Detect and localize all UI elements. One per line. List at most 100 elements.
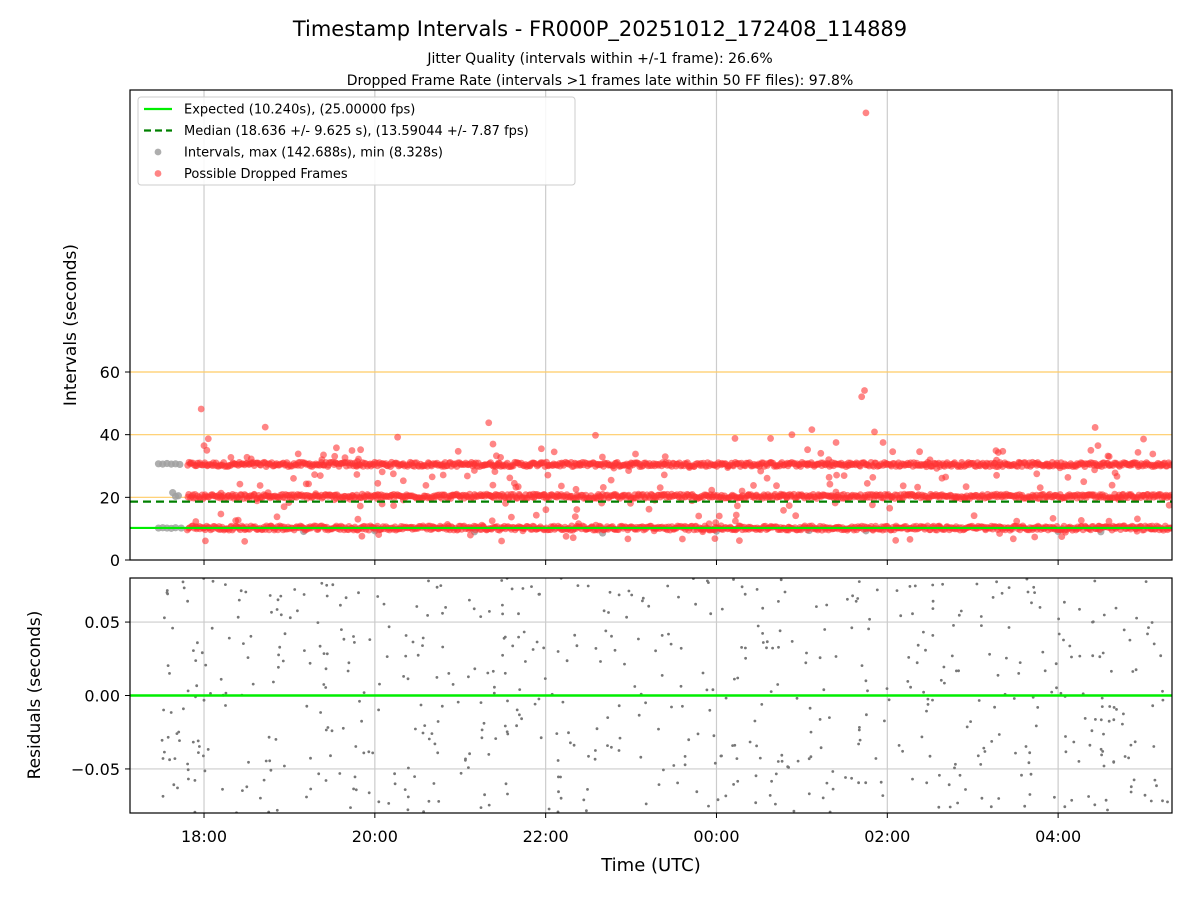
residual-point — [707, 804, 710, 808]
residual-point — [865, 713, 868, 717]
residual-point — [572, 743, 576, 747]
residual-point — [825, 603, 829, 607]
residual-point — [493, 685, 496, 689]
dropped-frame-point — [826, 480, 834, 488]
dropped-frame-point — [715, 512, 723, 520]
residual-point — [175, 732, 179, 735]
dropped-frame-point — [273, 513, 281, 521]
dropped-frame-point — [708, 486, 716, 494]
residual-point — [683, 763, 687, 767]
residual-point — [769, 690, 773, 693]
dropped-frame-point — [241, 538, 249, 545]
residual-point — [804, 661, 808, 665]
legend-entry-label: Expected (10.240s), (25.00000 fps) — [184, 103, 415, 118]
residual-point — [161, 794, 165, 798]
residual-point — [309, 787, 313, 791]
residual-point — [943, 681, 946, 685]
residual-point — [617, 704, 621, 708]
residual-point — [163, 750, 166, 754]
residual-point — [1149, 799, 1153, 803]
residual-point — [556, 650, 560, 653]
dropped-frame-point — [572, 485, 580, 493]
residual-point — [1090, 729, 1094, 733]
residual-point — [1064, 735, 1067, 738]
dropped-frame-point — [353, 471, 361, 478]
residual-point — [613, 648, 617, 652]
residual-point — [182, 586, 186, 590]
residual-point — [278, 645, 282, 649]
residual-point — [895, 589, 899, 592]
dropped-frame-outlier — [994, 449, 1002, 456]
residual-point — [667, 632, 670, 636]
residual-point — [160, 738, 164, 742]
residual-point — [194, 659, 198, 662]
residual-point — [755, 588, 759, 591]
residual-point — [367, 791, 371, 795]
residual-point — [582, 798, 586, 802]
residuals-y-tick-label: −0.05 — [71, 760, 120, 779]
dropped-frame-point — [498, 537, 505, 545]
dropped-frame-outlier — [750, 482, 757, 489]
residual-point — [1101, 750, 1105, 753]
residual-point — [561, 700, 565, 704]
x-axis-label: Time (UTC) — [600, 855, 701, 876]
residual-point — [515, 708, 519, 712]
dropped-frame-point — [478, 521, 486, 529]
dropped-frame-point — [575, 520, 582, 528]
residual-point — [1101, 651, 1105, 655]
dropped-frame-point — [592, 494, 600, 502]
residual-point — [897, 744, 901, 747]
residual-point — [736, 779, 740, 783]
dropped-frame-point — [792, 512, 800, 520]
residual-point — [676, 781, 679, 785]
dropped-frame-point — [763, 474, 771, 482]
residual-point — [1159, 654, 1163, 658]
residual-point — [733, 677, 736, 681]
residual-point — [387, 802, 391, 805]
residual-point — [464, 757, 467, 761]
residual-point — [1062, 638, 1065, 642]
residual-point — [191, 740, 195, 744]
residual-point — [777, 645, 780, 649]
residual-point — [432, 782, 436, 785]
residual-point — [1036, 706, 1040, 709]
dropped-frame-outlier — [731, 435, 739, 442]
residual-point — [679, 646, 683, 650]
residual-point — [404, 654, 408, 658]
residual-point — [776, 760, 780, 763]
dropped-frame-outlier — [399, 477, 407, 485]
residual-point — [200, 651, 204, 655]
residual-point — [382, 602, 386, 606]
residual-point — [441, 611, 444, 615]
residual-point — [1034, 724, 1038, 728]
dropped-frame-point — [783, 494, 791, 502]
residual-point — [618, 736, 622, 740]
residual-point — [740, 585, 744, 589]
dropped-frame-outlier — [767, 435, 774, 442]
residual-point — [990, 740, 994, 743]
residual-point — [176, 786, 179, 790]
residual-point — [385, 655, 389, 658]
residual-point — [931, 698, 934, 702]
residual-point — [1144, 580, 1148, 583]
dropped-frame-point — [832, 488, 840, 496]
residual-point — [192, 649, 195, 652]
dropped-frame-outlier — [197, 405, 205, 413]
residuals-y-axis-label: Residuals (seconds) — [25, 611, 45, 780]
residual-point — [427, 799, 431, 803]
residual-point — [909, 685, 912, 689]
residual-point — [1063, 600, 1066, 604]
dropped-frame-outlier — [264, 489, 272, 497]
dropped-frame-point — [660, 471, 668, 479]
residual-point — [875, 588, 879, 592]
residual-point — [610, 745, 613, 749]
residual-point — [1041, 650, 1045, 654]
residual-point — [467, 766, 470, 769]
residual-point — [657, 783, 661, 786]
residual-point — [482, 721, 486, 725]
residual-point — [867, 627, 870, 631]
residual-point — [1043, 669, 1047, 673]
dropped-frame-point — [632, 450, 639, 458]
dropped-frame-outlier — [1111, 469, 1119, 477]
residual-point — [433, 742, 437, 746]
